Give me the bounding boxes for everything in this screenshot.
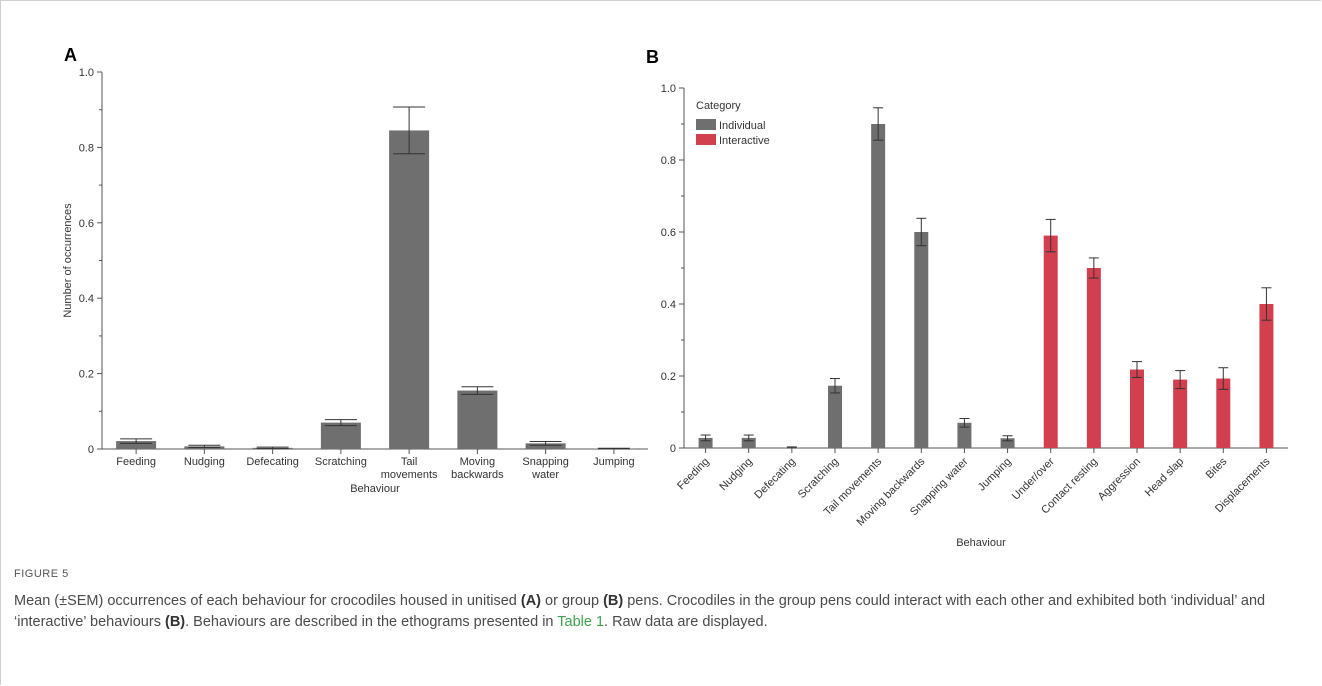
bar-b-scratching <box>828 385 842 448</box>
bar-b-contact-resting <box>1086 268 1101 448</box>
bar-b-moving-backwards <box>914 232 929 448</box>
legend-title: Category <box>696 100 741 112</box>
caption-text: pens. Crocodiles in the group pens could… <box>14 593 1266 630</box>
x-tick-label-b: Feeding <box>675 456 712 493</box>
x-tick-label-b: Head slap <box>1143 456 1187 500</box>
panel-b-chart: B 0 0.2 0.4 0.6 0.8 1.0 Feeding NudgingDefecatin… <box>646 47 1288 549</box>
bar-b-tail-movements <box>871 124 886 448</box>
caption-text: (B) <box>603 593 624 609</box>
legend-swatch-interactive <box>696 134 716 145</box>
x-tick-label-a: Snapping <box>522 456 569 468</box>
x-tick-label-b: Defecating <box>752 456 798 502</box>
y-tick-label-a: 1.0 <box>79 67 94 79</box>
caption-text: (B) <box>164 614 186 630</box>
bar-b-under-over <box>1043 235 1058 448</box>
x-tick-label-b: Scratching <box>796 456 841 501</box>
bar-b-head-slap <box>1173 379 1188 448</box>
panel-label-b: B <box>646 47 659 67</box>
figure-label: FIGURE 5 <box>14 568 69 580</box>
x-tick-label-b: Nudging <box>717 456 754 493</box>
y-tick-label-a: 0 <box>88 444 94 456</box>
x-tick-label-a: water <box>531 469 559 481</box>
x-tick-label-b: Aggression <box>1096 456 1143 503</box>
y-tick-label-b: 0.2 <box>661 371 676 383</box>
x-tick-label-b: Bites <box>1204 455 1230 481</box>
bar-a-moving-backwards <box>457 390 498 449</box>
y-tick-label-b: 0.8 <box>661 155 676 167</box>
bar-b-nudging <box>741 437 756 448</box>
y-tick-label-b: 0.4 <box>661 299 676 311</box>
panel-label-a: A <box>64 45 77 65</box>
bar-b-jumping <box>1000 438 1015 448</box>
table-link[interactable]: Table 1 <box>557 614 605 630</box>
y-tick-label-a: 0.2 <box>79 369 94 381</box>
bar-a-feeding <box>116 441 157 449</box>
caption-text: Mean (±SEM) occurrences of each behaviou… <box>14 593 521 609</box>
bar-b-bites <box>1216 378 1231 448</box>
bar-a-tail-movements <box>389 130 430 449</box>
legend-label-individual: Individual <box>719 120 765 132</box>
caption-text: . Behaviours are described in the ethogr… <box>185 614 558 630</box>
legend-swatch-individual <box>696 119 716 130</box>
figure-caption: Mean (±SEM) occurrences of each behaviou… <box>14 591 1304 633</box>
x-tick-label-a: Feeding <box>116 456 156 468</box>
x-tick-label-a: Tail <box>401 456 418 468</box>
y-axis-title-a: Number of occurrences <box>62 203 74 318</box>
y-tick-label-b: 0 <box>670 443 676 455</box>
caption-text: . Raw data are displayed. <box>604 614 768 630</box>
x-tick-label-a: movements <box>381 469 438 481</box>
x-tick-label-b: Under/over <box>1010 455 1057 502</box>
y-tick-label-b: 1.0 <box>661 83 676 95</box>
y-tick-label-a: 0.6 <box>79 218 94 230</box>
x-tick-label-a: Scratching <box>315 456 367 468</box>
y-tick-label-a: 0.4 <box>79 293 94 305</box>
x-tick-label-a: Defecating <box>246 456 299 468</box>
x-axis-title-b: Behaviour <box>956 537 1006 549</box>
x-tick-label-a: Nudging <box>184 456 225 468</box>
bar-a-snapping-water <box>525 443 566 449</box>
bar-b-displacements <box>1259 304 1274 448</box>
legend-label-interactive: Interactive <box>719 135 770 147</box>
bar-b-snapping-water <box>957 422 972 448</box>
bar-a-scratching <box>320 422 361 449</box>
bar-b-feeding <box>698 437 713 448</box>
x-axis-title-a: Behaviour <box>350 483 400 495</box>
x-tick-label-a: backwards <box>451 469 504 481</box>
y-tick-label-a: 0.8 <box>79 142 94 154</box>
x-tick-label-b: Jumping <box>976 456 1014 494</box>
bar-b-aggression <box>1130 369 1144 448</box>
caption-text: (A) <box>520 593 541 609</box>
x-tick-label-a: Jumping <box>593 456 635 468</box>
y-tick-label-b: 0.6 <box>661 227 676 239</box>
caption-text: or group <box>541 593 604 609</box>
panel-a-chart: A 0 0.2 0.4 0.6 0.8 1.0 Feeding Nudging Defecatin… <box>62 45 648 495</box>
x-tick-label-a: Moving <box>460 456 495 468</box>
